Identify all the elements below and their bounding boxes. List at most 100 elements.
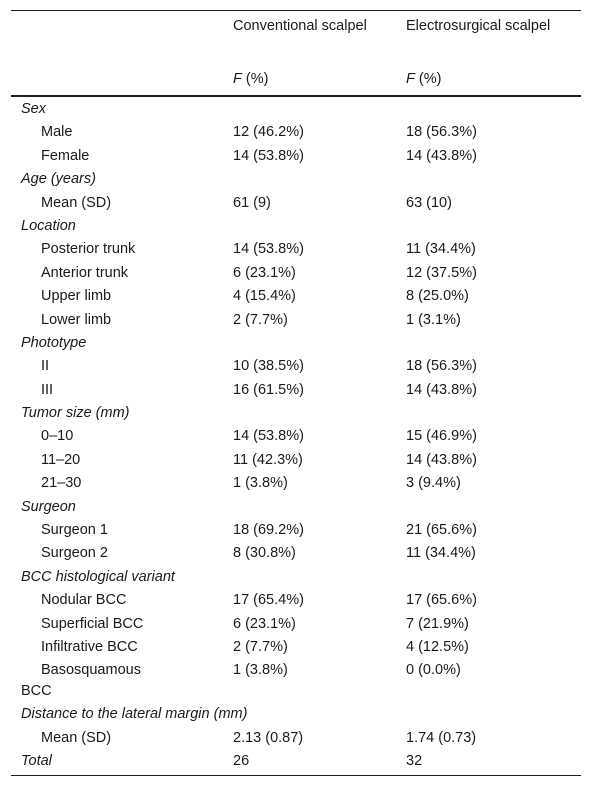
cell-electrosurgical: 3 (9.4%) <box>406 475 461 492</box>
cell-electrosurgical: 11 (34.4%) <box>406 241 476 258</box>
cell-electrosurgical: 0 (0.0%) <box>406 662 461 679</box>
total-row: Total 26 32 <box>11 750 581 773</box>
row-label-continuation: BCC <box>21 683 52 700</box>
row-label-text: Surgeon 1 <box>41 522 108 539</box>
row-label-text: Basosquamous <box>41 662 141 679</box>
group-row: BCC histological variant <box>11 566 581 589</box>
table-row: Upper limb 4 (15.4%) 8 (25.0%) <box>11 285 581 308</box>
row-label-text: Anterior trunk <box>41 264 129 281</box>
subheader-f-2: F <box>406 71 415 87</box>
row-label: 21–30 <box>41 472 81 495</box>
table-row: Infiltrative BCC 2 (7.7%) 4 (12.5%) <box>11 636 581 659</box>
row-label: Basosquamous BCC <box>21 660 141 699</box>
cell-electrosurgical: 21 (65.6%) <box>406 522 477 539</box>
row-label: Upper limb <box>41 285 111 308</box>
table-row: Surgeon 2 8 (30.8%) 11 (34.4%) <box>11 542 581 565</box>
table-row: Nodular BCC 17 (65.4%) 17 (65.6%) <box>11 589 581 612</box>
row-label: BCC histological variant <box>21 566 175 589</box>
cell-electrosurgical: 18 (56.3%) <box>406 358 477 375</box>
cell-electrosurgical: 14 (43.8%) <box>406 147 477 164</box>
table-row: Anterior trunk 6 (23.1%) 12 (37.5%) <box>11 262 581 285</box>
row-label-text: BCC histological variant <box>21 568 175 585</box>
row-label-text: Upper limb <box>41 288 112 305</box>
cell-electrosurgical: 63 (10) <box>406 194 452 211</box>
table-row: Mean (SD) 61 (9) 63 (10) <box>11 192 581 215</box>
row-label: Sex <box>21 98 46 121</box>
subheader-pct-1: (%) <box>241 71 269 87</box>
row-label-text: Lower limb <box>41 311 112 328</box>
row-label-text: Superficial BCC <box>41 615 144 632</box>
cell-conventional: 4 (15.4%) <box>233 288 296 305</box>
row-label: Total <box>21 750 52 773</box>
row-label: Age (years) <box>21 168 96 191</box>
subheader-frequency-1: F (%) <box>233 70 268 89</box>
row-label-text: Sex <box>21 101 46 117</box>
table-row: Superficial BCC 6 (23.1%) 7 (21.9%) <box>11 613 581 636</box>
bottom-rule <box>11 775 581 776</box>
cell-electrosurgical: 11 (34.4%) <box>406 545 476 562</box>
row-label-text: Tumor size (mm) <box>21 405 130 422</box>
row-label: Superficial BCC <box>41 613 143 636</box>
table-body: Sex Male 12 (46.2%) 18 (56.3%) Female 14 (53.… <box>11 98 581 774</box>
row-label-text: Surgeon <box>21 498 76 515</box>
group-row: Distance to the lateral margin (mm) <box>11 703 581 726</box>
table-row: 21–30 1 (3.8%) 3 (9.4%) <box>11 472 581 495</box>
row-label: 0–10 <box>41 425 73 448</box>
cell-conventional: 2.13 (0.87) <box>233 729 304 746</box>
row-label: Phototype <box>21 332 86 355</box>
cell-electrosurgical: 1.74 (0.73) <box>406 729 477 746</box>
row-label: Infiltrative BCC <box>41 636 138 659</box>
row-label: Surgeon 1 <box>41 519 108 542</box>
table-row: Female 14 (53.8%) 14 (43.8%) <box>11 145 581 168</box>
row-label-text: Total <box>21 753 52 770</box>
cell-conventional: 26 <box>233 753 250 770</box>
row-label: Anterior trunk <box>41 262 128 285</box>
cell-conventional: 1 (3.8%) <box>233 475 288 492</box>
table-row: Posterior trunk 14 (53.8%) 11 (34.4%) <box>11 238 581 261</box>
subheader-pct-2: (%) <box>414 71 442 87</box>
cell-conventional: 14 (53.8%) <box>233 428 304 445</box>
cell-conventional: 12 (46.2%) <box>233 124 304 141</box>
cell-electrosurgical: 12 (37.5%) <box>406 264 477 281</box>
subheader-f-1: F <box>233 71 242 87</box>
row-label: Nodular BCC <box>41 589 126 612</box>
group-row: Age (years) <box>11 168 581 191</box>
cell-conventional: 6 (23.1%) <box>233 615 296 632</box>
table-row: 11–20 11 (42.3%) 14 (43.8%) <box>11 449 581 472</box>
row-label-text: Surgeon 2 <box>41 545 108 562</box>
row-label: Lower limb <box>41 309 111 332</box>
group-row: Sex <box>11 98 581 121</box>
top-rule <box>11 10 581 11</box>
header-conventional-scalpel: Conventional scalpel <box>233 18 367 34</box>
cell-electrosurgical: 14 (43.8%) <box>406 381 477 398</box>
row-label: Posterior trunk <box>41 238 135 261</box>
cell-conventional: 8 (30.8%) <box>233 545 296 562</box>
cell-conventional: 14 (53.8%) <box>233 241 304 258</box>
row-label-text: Location <box>21 217 76 234</box>
cell-electrosurgical: 17 (65.6%) <box>406 592 477 609</box>
row-label: II <box>41 355 49 378</box>
cell-conventional: 14 (53.8%) <box>233 147 304 164</box>
cell-electrosurgical: 14 (43.8%) <box>406 451 477 468</box>
cell-conventional: 11 (42.3%) <box>233 451 303 468</box>
row-label-text: 0–10 <box>41 428 74 445</box>
table-row: Mean (SD) 2.13 (0.87) 1.74 (0.73) <box>11 727 581 750</box>
row-label: Surgeon 2 <box>41 542 108 565</box>
group-row: Tumor size (mm) <box>11 402 581 425</box>
cell-conventional: 2 (7.7%) <box>233 311 288 328</box>
row-label-text: Posterior trunk <box>41 241 136 258</box>
table-row: Basosquamous BCC 1 (3.8%) 0 (0.0%) <box>11 659 581 703</box>
cell-electrosurgical: 8 (25.0%) <box>406 288 469 305</box>
header-rule <box>11 95 581 97</box>
row-label-text: Mean (SD) <box>41 729 112 746</box>
cell-conventional: 16 (61.5%) <box>233 381 304 398</box>
cell-electrosurgical: 7 (21.9%) <box>406 615 469 632</box>
row-label: Location <box>21 215 76 238</box>
header-electrosurgical-scalpel: Electrosurgical scalpel <box>406 18 551 34</box>
row-label: Mean (SD) <box>41 192 111 215</box>
group-row: Surgeon <box>11 496 581 519</box>
row-label-text: 21–30 <box>41 475 82 492</box>
row-label-text: Mean (SD) <box>41 194 112 211</box>
row-label-text: Nodular BCC <box>41 592 127 609</box>
row-label-text: Distance to the lateral margin (mm) <box>21 706 248 723</box>
